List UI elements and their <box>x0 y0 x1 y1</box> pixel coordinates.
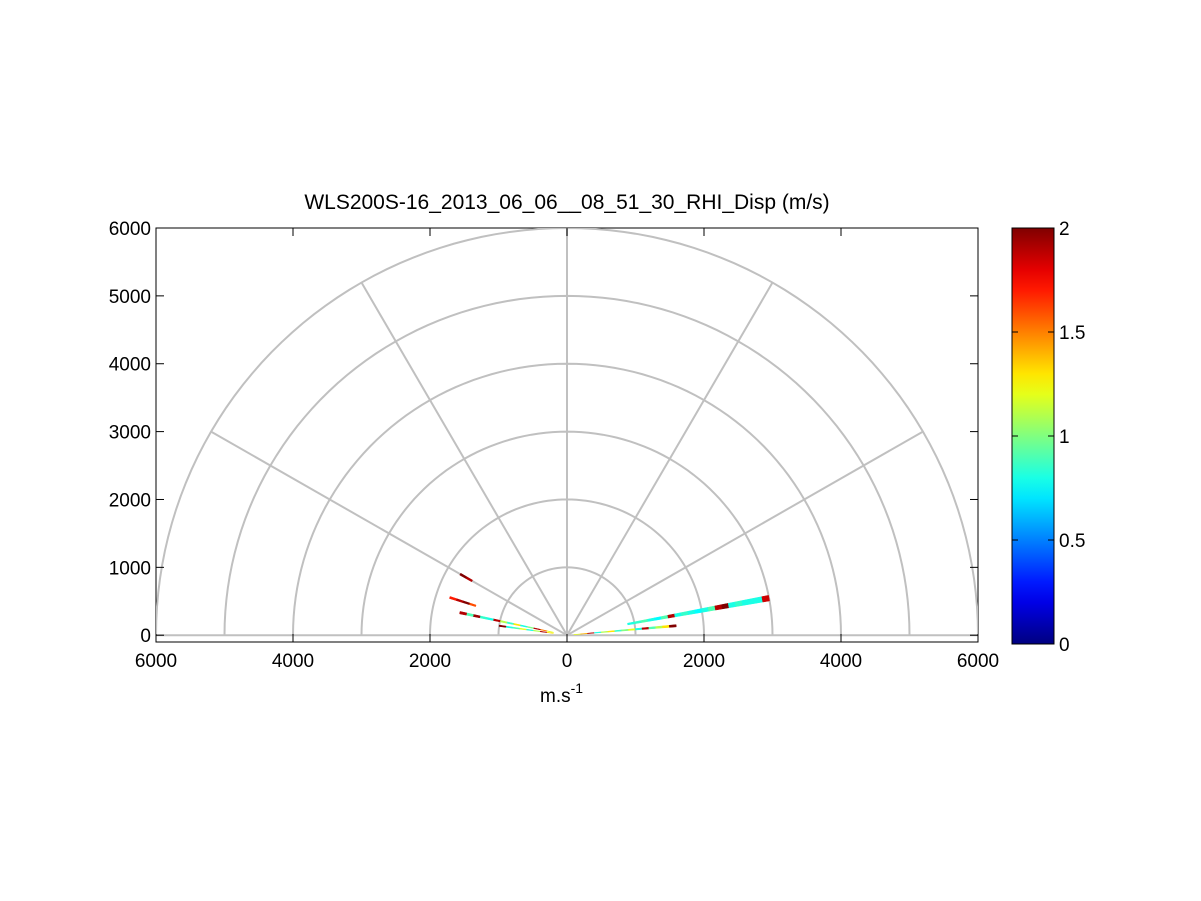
y-tick-label: 1000 <box>109 558 151 579</box>
x-tick-label: 2000 <box>409 651 451 672</box>
range-gate-cell <box>459 611 468 616</box>
x-tick-label: 6000 <box>135 651 177 672</box>
range-gate-cell <box>641 626 650 630</box>
x-tick-label: 4000 <box>272 651 314 672</box>
colorbar-tick-label: 1.5 <box>1059 323 1085 344</box>
range-gate-cell <box>634 627 643 631</box>
range-gate-cell <box>727 601 737 609</box>
x-axis-label: m.s-1 <box>540 680 583 707</box>
spoke-line <box>210 430 568 637</box>
chart-title: WLS200S-16_2013_06_06__08_51_30_RHI_Disp… <box>304 191 829 214</box>
colorbar-ticks: 0 0.5 1 1.5 2 <box>1012 219 1085 656</box>
range-gate-cell <box>734 600 743 607</box>
y-tick-label: 3000 <box>109 423 151 444</box>
colorbar-tick-label: 0 <box>1059 635 1070 656</box>
range-gate-cell <box>655 625 663 629</box>
x-axis-label-sup: -1 <box>571 680 584 696</box>
x-tick-label: 0 <box>562 651 573 672</box>
y-tick-label: 5000 <box>109 287 151 308</box>
range-gate-cell <box>761 595 770 603</box>
range-gate-cell <box>449 596 457 601</box>
polar-grid <box>156 228 978 637</box>
plot-area <box>155 227 979 643</box>
spoke-line <box>566 430 924 637</box>
y-tick-labels: 0 1000 2000 3000 4000 5000 6000 <box>109 219 151 647</box>
axis-ticks <box>155 227 979 642</box>
colorbar-strip <box>1011 227 1055 645</box>
y-tick-label: 6000 <box>109 219 151 240</box>
range-gate-cell <box>668 624 677 628</box>
colorbar-tick-label: 1 <box>1059 427 1070 448</box>
colorbar-tick-label: 0.5 <box>1059 531 1085 552</box>
range-gate-cell <box>648 626 657 630</box>
x-tick-label: 6000 <box>957 651 999 672</box>
x-tick-label: 2000 <box>683 651 725 672</box>
range-ring <box>156 228 978 636</box>
x-tick-label: 4000 <box>820 651 862 672</box>
range-gate-cell <box>662 625 670 629</box>
spoke-line <box>566 282 774 636</box>
range-gate-cell <box>741 599 750 606</box>
colorbar-tick-label: 2 <box>1059 219 1070 240</box>
scan-bands <box>449 572 770 635</box>
y-tick-label: 0 <box>140 626 151 647</box>
range-gate-cell <box>498 624 507 628</box>
y-tick-label: 2000 <box>109 490 151 511</box>
colorbar: 0 0.5 1 1.5 2 <box>1011 219 1085 656</box>
range-gate-cell <box>748 597 757 605</box>
y-tick-label: 4000 <box>109 355 151 376</box>
range-gate-cell <box>459 572 468 579</box>
range-gate-cell <box>754 596 764 604</box>
x-axis-label-base: m.s <box>540 686 571 707</box>
spoke-line <box>360 282 568 636</box>
x-tick-labels: 6000 4000 2000 0 2000 4000 6000 <box>135 651 999 672</box>
